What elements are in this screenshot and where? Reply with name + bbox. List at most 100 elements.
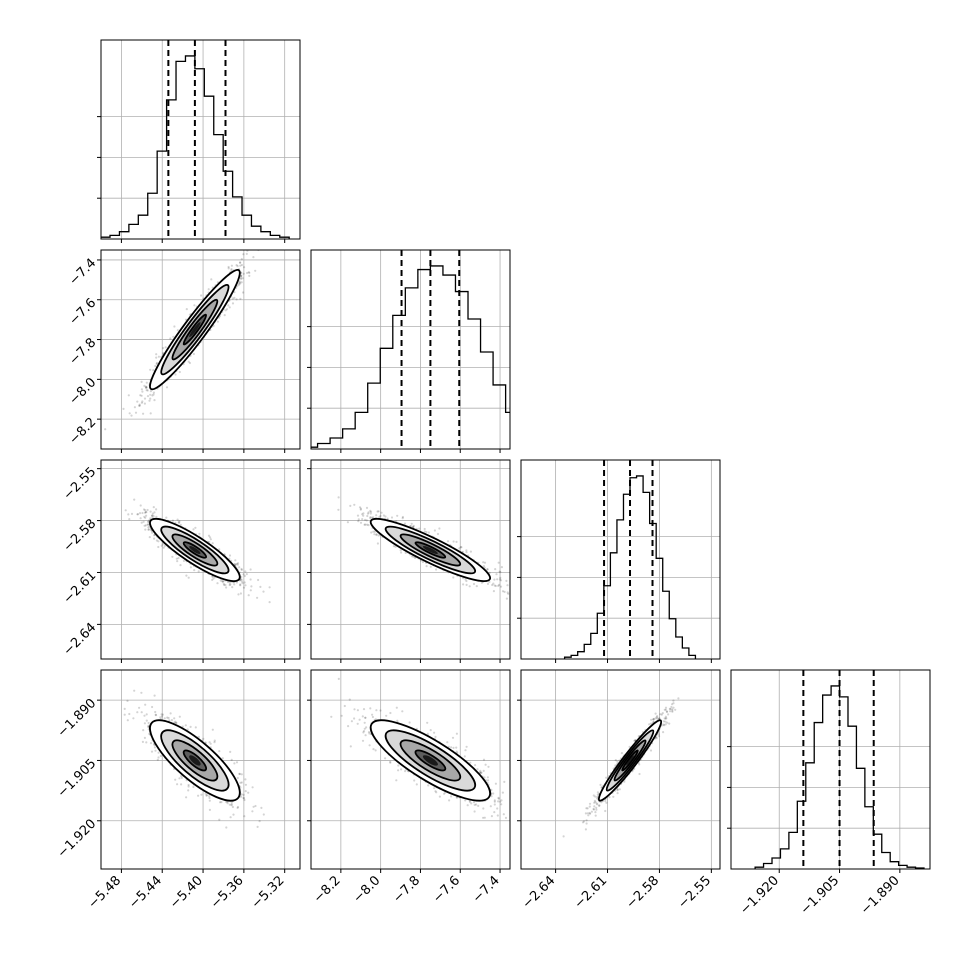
scatter-panel-2-1 (307, 459, 549, 663)
sample-point (513, 591, 515, 593)
sample-point (240, 578, 243, 581)
sample-point (144, 516, 147, 519)
sample-point (361, 513, 364, 516)
scatter-panel-3-0: −5.48 −5.44 −5.40 −5.36 −5.32−1.920−1.905−1.… (55, 669, 301, 912)
sample-point (148, 399, 151, 402)
sample-point (230, 804, 233, 807)
sample-point (240, 781, 243, 784)
sample-point (252, 805, 255, 808)
sample-point (175, 557, 178, 560)
sample-point (155, 353, 158, 356)
sample-point (247, 791, 250, 794)
sample-point (366, 514, 369, 518)
sample-point (176, 329, 179, 332)
sample-point (234, 563, 237, 566)
sample-point (155, 539, 158, 542)
sample-point (160, 715, 164, 718)
plot-area (337, 496, 549, 611)
sample-point (240, 274, 243, 278)
sample-point (244, 584, 247, 587)
sample-point (376, 542, 379, 545)
sample-point (547, 609, 549, 611)
sample-point (161, 713, 164, 716)
sample-point (235, 562, 239, 565)
sample-point (154, 749, 157, 752)
panel-frame (310, 459, 511, 660)
sample-point (498, 578, 502, 581)
sample-point (139, 504, 142, 507)
sample-point (237, 283, 241, 286)
sample-point (167, 716, 170, 720)
sample-point (257, 578, 260, 582)
sample-point (207, 534, 211, 537)
sample-point (178, 520, 181, 523)
plot-area (123, 689, 265, 829)
sample-point (462, 583, 465, 586)
sample-point (174, 720, 177, 723)
sample-point (234, 559, 237, 562)
sample-point (233, 562, 236, 566)
sample-point (500, 566, 503, 569)
sample-point (436, 532, 440, 536)
histogram-panel-0 (97, 39, 301, 243)
sample-point (224, 309, 227, 312)
sample-point (238, 261, 242, 264)
sample-point (472, 582, 476, 586)
sample-point (236, 563, 239, 566)
sample-point (412, 524, 415, 527)
sample-point (357, 520, 360, 523)
sample-point (254, 269, 257, 272)
sample-point (143, 397, 147, 400)
sample-point (263, 233, 265, 235)
sample-point (262, 590, 265, 593)
sample-point (177, 557, 180, 560)
sample-point (205, 794, 208, 797)
sample-point (154, 710, 157, 714)
sample-point (241, 277, 244, 280)
sample-point (136, 513, 140, 516)
sample-point (226, 580, 229, 584)
sample-point (400, 551, 403, 554)
sample-point (182, 559, 185, 563)
sample-point (153, 694, 156, 697)
sample-point (496, 578, 499, 581)
sample-point (235, 761, 239, 764)
sample-point (187, 785, 190, 788)
sample-point (140, 394, 143, 397)
contour-line-1 (171, 533, 219, 567)
sample-point (147, 520, 150, 524)
sample-point (248, 271, 251, 274)
sample-point (243, 815, 246, 818)
sample-point (233, 583, 236, 586)
contour-line-3 (369, 517, 492, 583)
sample-point (247, 271, 250, 274)
sample-point (411, 525, 415, 529)
sample-point (239, 282, 242, 285)
sample-point (162, 352, 165, 355)
sample-point (465, 583, 468, 587)
sample-point (492, 590, 495, 593)
plot-area (104, 233, 265, 431)
sample-point (237, 282, 240, 285)
plot-area (563, 460, 697, 659)
sample-point (227, 265, 230, 269)
sample-point (337, 508, 340, 511)
sample-point (145, 510, 148, 514)
scatter-panel-1-0: −8.2−8.0−7.8−7.6−7.4 (66, 233, 301, 453)
sample-point (147, 523, 150, 526)
sample-point (514, 597, 516, 599)
sample-point (175, 721, 178, 725)
sample-point (243, 581, 246, 584)
sample-point (240, 567, 243, 571)
sample-point (423, 530, 426, 533)
sample-point (151, 514, 154, 517)
sample-point (140, 380, 143, 383)
sample-point (482, 561, 485, 564)
sample-point (193, 569, 196, 572)
sample-point (141, 400, 144, 403)
sample-point (209, 538, 212, 541)
sample-point (373, 530, 376, 533)
sample-point (498, 570, 501, 573)
sample-point (144, 703, 147, 706)
sample-point (242, 291, 245, 294)
